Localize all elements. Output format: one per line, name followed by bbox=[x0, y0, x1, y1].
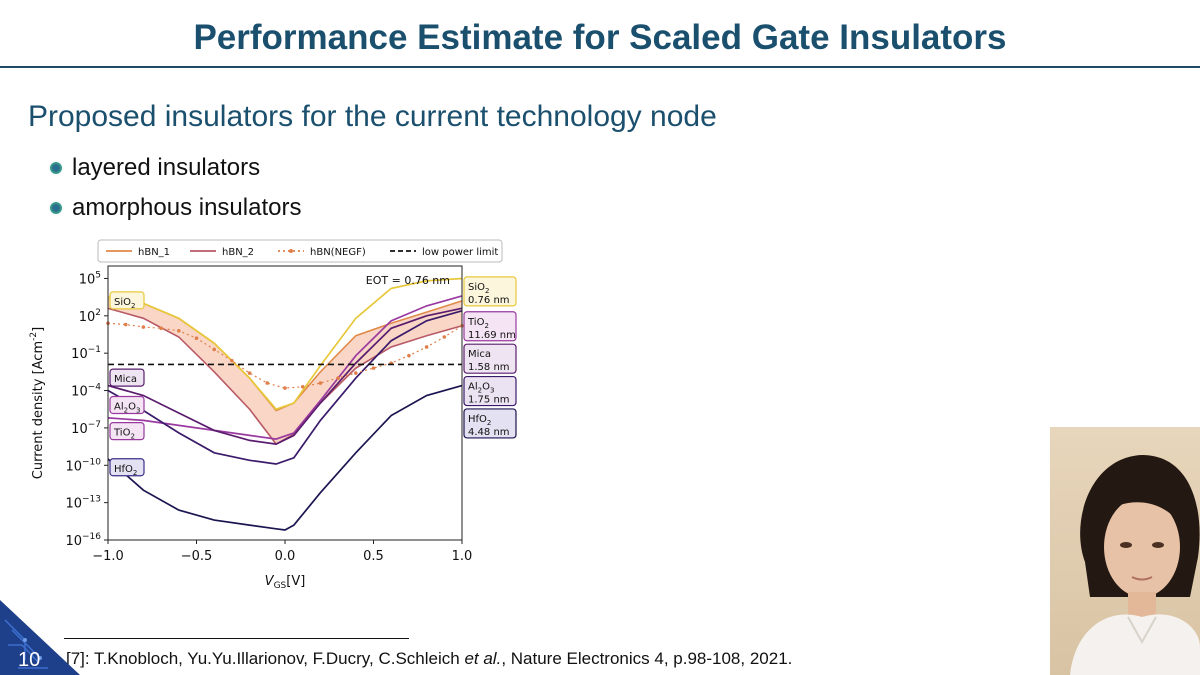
series-line-tio2 bbox=[107, 295, 463, 440]
slide-title: Performance Estimate for Scaled Gate Ins… bbox=[193, 18, 1007, 57]
series-point-hbn-negf bbox=[442, 335, 447, 339]
y-tick-label: 10−13 bbox=[65, 495, 101, 512]
bullet-item: amorphous insulators bbox=[50, 190, 301, 230]
legend-swatch-marker bbox=[289, 249, 293, 253]
footnote-rule bbox=[64, 638, 409, 639]
y-axis-label: Current density [Acm-2] bbox=[29, 327, 46, 479]
slide-subtitle: Proposed insulators for the current tech… bbox=[28, 100, 717, 133]
slide-number: 10 bbox=[18, 649, 41, 671]
series-point-hbn-negf bbox=[300, 385, 305, 389]
series-line-al2o3 bbox=[107, 309, 463, 465]
material-label-box-left bbox=[109, 368, 145, 387]
series-point-hbn-negf bbox=[354, 371, 358, 375]
material-label-box-right bbox=[463, 375, 517, 407]
x-tick-label: −0.5 bbox=[181, 549, 213, 564]
material-label-box-left bbox=[109, 291, 145, 310]
legend-label: hBN(NEGF) bbox=[310, 247, 366, 258]
legend-label: hBN_1 bbox=[138, 247, 170, 258]
series-point-hbn-negf bbox=[177, 328, 181, 333]
series-point-hbn-negf bbox=[371, 366, 376, 370]
legend-label: low power limit bbox=[422, 247, 498, 258]
material-label-box-right bbox=[463, 311, 517, 342]
material-label-left: TiO2 bbox=[113, 428, 135, 441]
material-label-left: HfO2 bbox=[114, 464, 137, 477]
material-label-box-left bbox=[109, 422, 145, 441]
bullet-text: layered insulators bbox=[72, 154, 261, 181]
series-point-hbn-negf bbox=[318, 381, 323, 385]
y-tick-label: 105 bbox=[79, 270, 101, 287]
title-bar bbox=[0, 0, 1200, 68]
series-point-hbn-negf bbox=[141, 325, 146, 329]
series-point-hbn-negf bbox=[283, 386, 287, 390]
material-label-box-right bbox=[463, 276, 517, 307]
material-label-box-right bbox=[463, 408, 517, 439]
series-point-hbn-negf bbox=[159, 326, 163, 331]
series-point-hbn-negf bbox=[424, 345, 429, 349]
y-tick-label: 10−4 bbox=[71, 383, 101, 400]
x-tick-label: 1.0 bbox=[452, 549, 473, 564]
y-tick-label: 102 bbox=[79, 308, 101, 325]
current-density-chart: −1.0 −0.5 0.0 0.5 1.0 VGS[V] 105 102 10−1 10−4 10−… bbox=[29, 239, 517, 591]
bullet-list: layered insulators amorphous insulators bbox=[50, 150, 301, 230]
material-thickness-right: 4.48 nm bbox=[468, 427, 510, 438]
material-thickness-right: 1.58 nm bbox=[468, 362, 510, 373]
series-line-hfo2 bbox=[107, 384, 463, 531]
corner-decoration bbox=[0, 600, 80, 675]
x-tick-label: 0.0 bbox=[275, 549, 296, 564]
y-tick-label: 10−16 bbox=[65, 532, 101, 549]
series-point-hbn-negf bbox=[230, 358, 234, 363]
x-axis-label: VGS[V] bbox=[265, 574, 306, 591]
material-label-right: Al2O3 bbox=[468, 382, 494, 395]
y-tick-label: 10−10 bbox=[65, 457, 101, 474]
material-label-right: TiO2 bbox=[467, 317, 489, 330]
y-tick-label: 10−1 bbox=[71, 345, 101, 362]
series-point-hbn-negf bbox=[247, 371, 252, 375]
footnote-etal: et al. bbox=[464, 649, 502, 668]
eot-annotation: EOT = 0.76 nm bbox=[366, 274, 450, 287]
bullet-item: layered insulators bbox=[50, 150, 301, 190]
material-label-right: Mica bbox=[468, 349, 491, 360]
material-label-right: SiO2 bbox=[468, 282, 489, 295]
material-thickness-right: 1.75 nm bbox=[468, 395, 510, 406]
presenter-webcam bbox=[1050, 427, 1200, 675]
legend-label: hBN_2 bbox=[222, 247, 254, 258]
footnote-source: , Nature Electronics 4, p.98-108, 2021. bbox=[501, 649, 793, 668]
series-point-hbn-negf bbox=[336, 376, 340, 380]
material-label-left: Al2O3 bbox=[114, 401, 140, 414]
material-label-left: SiO2 bbox=[114, 297, 135, 310]
material-thickness-right: 0.76 nm bbox=[468, 295, 510, 306]
series-point-hbn-negf bbox=[194, 336, 199, 341]
series-line-sio2 bbox=[107, 277, 463, 411]
x-tick-label: −1.0 bbox=[92, 549, 124, 564]
x-tick-label: 0.5 bbox=[363, 549, 384, 564]
series-point-hbn-negf bbox=[265, 381, 270, 385]
series-point-hbn-negf bbox=[123, 322, 128, 327]
plot-frame bbox=[107, 265, 463, 541]
hbn-band bbox=[108, 297, 462, 445]
material-label-left: Mica bbox=[114, 374, 137, 385]
bullet-text: amorphous insulators bbox=[72, 194, 302, 221]
y-tick-label: 10−7 bbox=[71, 420, 101, 437]
series-point-hbn-negf bbox=[407, 353, 411, 358]
material-thickness-right: 11.69 nm bbox=[468, 330, 516, 341]
material-label-box-left bbox=[109, 395, 145, 415]
footnote: [7]: T.Knobloch, Yu.Yu.Illarionov, F.Duc… bbox=[66, 649, 792, 669]
material-label-box-left bbox=[109, 458, 145, 477]
material-label-box-right bbox=[463, 343, 517, 374]
bullet-icon bbox=[50, 202, 62, 214]
material-label-right: HfO2 bbox=[468, 414, 491, 427]
series-point-hbn-negf bbox=[212, 347, 216, 352]
bullet-icon bbox=[50, 162, 62, 174]
series-line-mica bbox=[107, 307, 463, 445]
footnote-text: [7]: T.Knobloch, Yu.Yu.Illarionov, F.Duc… bbox=[66, 649, 465, 668]
